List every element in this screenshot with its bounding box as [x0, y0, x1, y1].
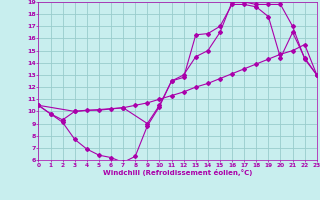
- X-axis label: Windchill (Refroidissement éolien,°C): Windchill (Refroidissement éolien,°C): [103, 169, 252, 176]
